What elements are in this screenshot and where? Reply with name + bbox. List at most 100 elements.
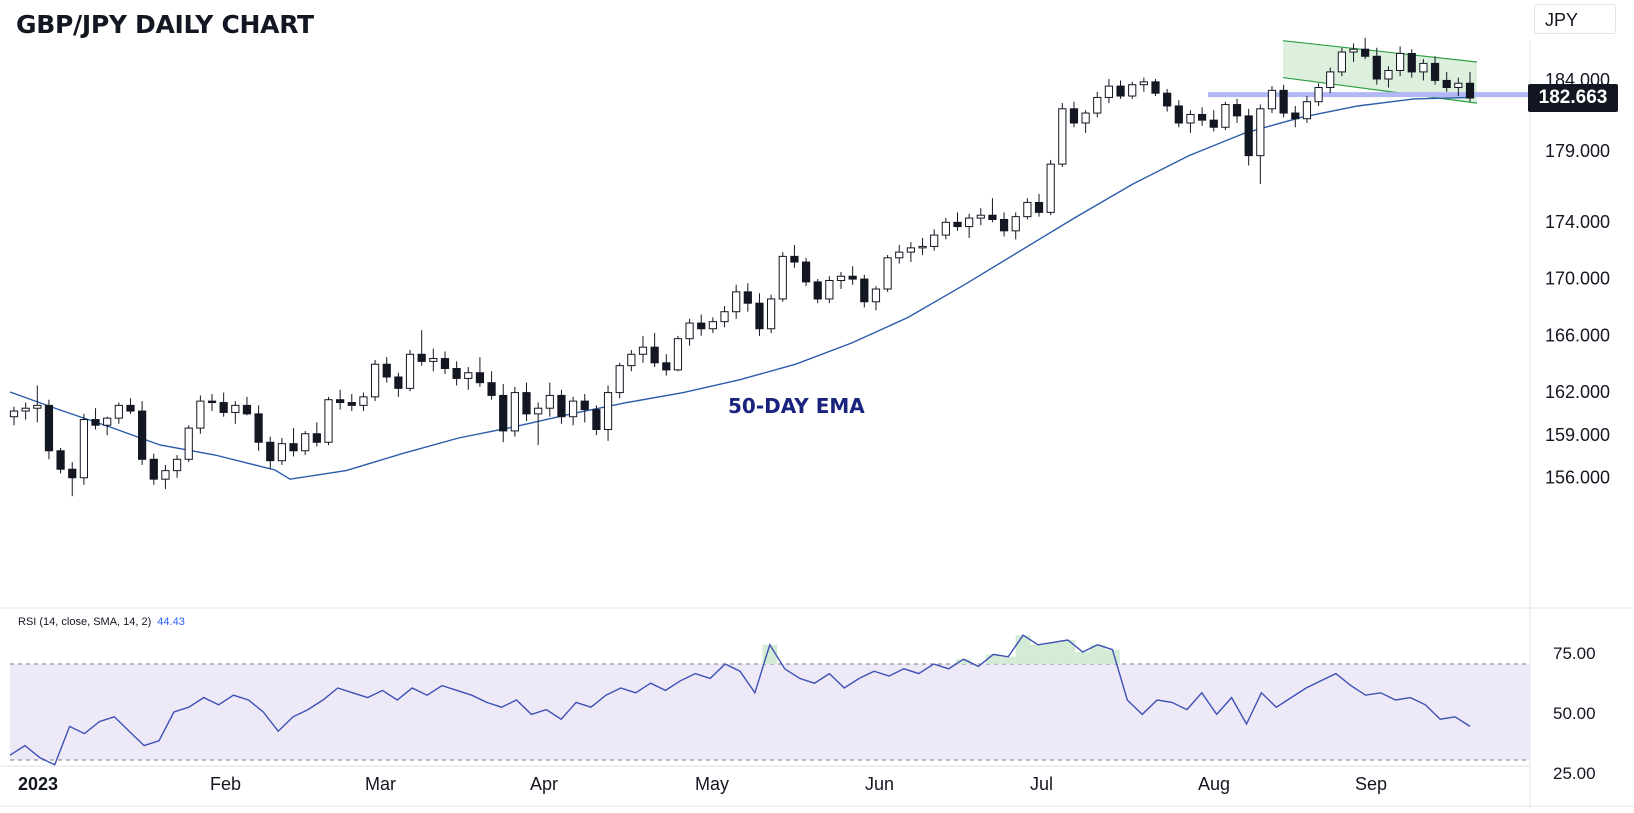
candle[interactable] (778, 252, 787, 302)
candle[interactable] (1197, 107, 1207, 126)
candle[interactable] (161, 464, 170, 490)
candle[interactable] (1361, 37, 1370, 60)
candle[interactable] (370, 359, 380, 402)
candle[interactable] (1454, 77, 1463, 97)
candle[interactable] (242, 396, 252, 416)
candle[interactable] (860, 274, 869, 308)
candle[interactable] (475, 357, 485, 387)
candle[interactable] (382, 357, 391, 383)
candle[interactable] (999, 212, 1009, 237)
candle[interactable] (1430, 56, 1440, 85)
candle[interactable] (1372, 47, 1381, 85)
candle[interactable] (1163, 88, 1172, 112)
channel-upper-line[interactable] (1282, 40, 1478, 63)
candle[interactable] (615, 362, 624, 399)
candle[interactable] (44, 399, 54, 460)
candle[interactable] (405, 350, 415, 392)
time-axis[interactable]: 2023 Feb Mar Apr May Jun Jul Aug Sep (18, 774, 1387, 794)
candle[interactable] (1337, 47, 1346, 77)
candle[interactable] (988, 198, 997, 223)
candle[interactable] (685, 318, 694, 346)
candle[interactable] (708, 317, 717, 334)
candle[interactable] (673, 335, 683, 372)
candle[interactable] (592, 405, 601, 436)
ema-line[interactable] (9, 96, 1471, 480)
candle[interactable] (1419, 59, 1428, 81)
candle[interactable] (1104, 79, 1114, 104)
candle[interactable] (1279, 84, 1288, 118)
candle[interactable] (103, 416, 112, 436)
candle[interactable] (301, 430, 310, 456)
candle[interactable] (196, 395, 205, 434)
candle[interactable] (347, 394, 356, 412)
candle[interactable] (277, 438, 287, 465)
candle[interactable] (871, 286, 881, 311)
candle[interactable] (91, 408, 100, 430)
candle[interactable] (1442, 71, 1451, 92)
candle[interactable] (56, 447, 65, 474)
candle[interactable] (848, 266, 857, 285)
candle[interactable] (231, 401, 240, 424)
candle[interactable] (1314, 83, 1323, 106)
candle[interactable] (1267, 86, 1277, 114)
candle[interactable] (429, 348, 438, 372)
candle[interactable] (1244, 108, 1253, 166)
candle[interactable] (976, 208, 985, 226)
candle[interactable] (289, 428, 298, 457)
candle[interactable] (697, 314, 706, 336)
candle[interactable] (1302, 96, 1312, 123)
candle[interactable] (207, 394, 217, 412)
channel-lower-line[interactable] (1282, 76, 1478, 104)
candle[interactable] (801, 257, 811, 287)
candle[interactable] (965, 213, 974, 238)
candle[interactable] (953, 212, 962, 231)
candle[interactable] (359, 392, 368, 412)
candle[interactable] (627, 350, 636, 372)
candle[interactable] (732, 284, 741, 319)
candle[interactable] (662, 354, 671, 376)
candle[interactable] (1291, 105, 1300, 128)
price-axis[interactable]: 184.000179.000174.000170.000166.000162.0… (1545, 70, 1610, 487)
candle[interactable] (149, 453, 158, 485)
candle[interactable] (813, 279, 822, 304)
candle[interactable] (312, 422, 321, 447)
candle[interactable] (743, 283, 752, 312)
candle[interactable] (1384, 66, 1393, 88)
candle[interactable] (336, 389, 345, 410)
candle[interactable] (1186, 110, 1195, 133)
candle[interactable] (499, 384, 508, 443)
candle[interactable] (755, 293, 764, 336)
candle[interactable] (918, 237, 927, 255)
candle[interactable] (895, 245, 904, 264)
candle[interactable] (720, 306, 729, 328)
candle[interactable] (1174, 100, 1183, 128)
candle[interactable] (21, 402, 30, 420)
candle[interactable] (1326, 67, 1335, 94)
candle[interactable] (1128, 81, 1137, 99)
candle[interactable] (522, 382, 531, 421)
candle[interactable] (452, 361, 461, 386)
candle[interactable] (1221, 101, 1230, 131)
candle[interactable] (1093, 91, 1102, 118)
currency-selector[interactable]: JPY (1534, 4, 1616, 34)
candle[interactable] (394, 372, 403, 397)
candle[interactable] (638, 335, 648, 363)
candle[interactable] (9, 406, 19, 426)
candle[interactable] (1046, 159, 1055, 216)
candle[interactable] (510, 386, 519, 437)
candle[interactable] (545, 382, 554, 417)
candle[interactable] (1034, 193, 1044, 217)
candle[interactable] (906, 242, 916, 263)
candle[interactable] (1465, 71, 1475, 102)
candle[interactable] (534, 402, 543, 446)
candle[interactable] (1396, 46, 1405, 77)
candle[interactable] (557, 389, 566, 424)
candle[interactable] (825, 276, 834, 304)
candle[interactable] (417, 330, 426, 366)
candle[interactable] (324, 396, 333, 446)
candle[interactable] (767, 294, 776, 334)
candle[interactable] (1139, 77, 1148, 92)
candle[interactable] (790, 245, 799, 268)
candle[interactable] (836, 271, 846, 290)
candle[interactable] (1151, 79, 1160, 97)
